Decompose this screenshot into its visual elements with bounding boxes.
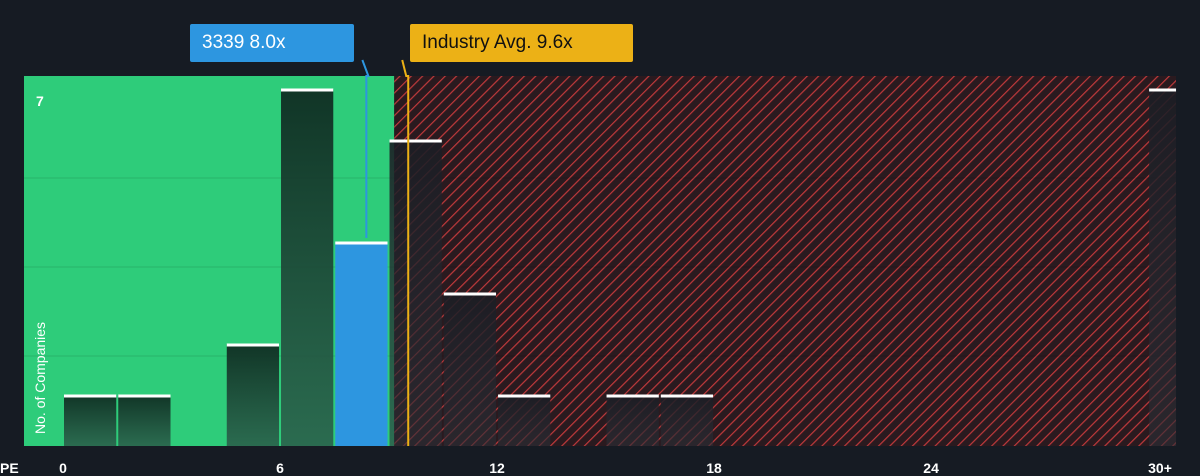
histogram-bar	[660, 395, 714, 446]
x-tick-label: 12	[489, 460, 505, 476]
company-marker-line	[361, 59, 370, 238]
company-pe-callout: 3339 8.0x	[190, 24, 354, 62]
histogram-bar	[281, 89, 334, 446]
value-markers	[361, 59, 410, 446]
histogram-bar	[118, 395, 171, 446]
histogram-bar	[64, 395, 117, 446]
histogram-bar	[389, 140, 442, 446]
x-tick-label: 18	[706, 460, 722, 476]
x-axis: 0 6 12 18 24 30+	[59, 460, 1172, 476]
histogram-bar	[498, 395, 551, 446]
histogram-bar	[443, 293, 497, 446]
industry-marker-line	[401, 59, 410, 446]
histogram-bars	[64, 88, 1177, 446]
y-axis-label: No. of Companies	[32, 322, 48, 434]
histogram-bar	[1149, 89, 1177, 446]
histogram-bar	[226, 344, 280, 446]
histogram-bar	[606, 395, 659, 446]
x-tick-label: 30+	[1148, 460, 1172, 476]
x-tick-label: 24	[923, 460, 939, 476]
expensive-zone	[394, 76, 1176, 446]
x-tick-label: 6	[276, 460, 284, 476]
y-tick-label: 7	[36, 93, 44, 109]
x-axis-label: PE	[0, 460, 19, 476]
industry-average-callout: Industry Avg. 9.6x	[410, 24, 633, 62]
x-tick-label: 0	[59, 460, 67, 476]
company-bin-bar	[335, 242, 388, 446]
grid-lines	[24, 177, 1176, 357]
